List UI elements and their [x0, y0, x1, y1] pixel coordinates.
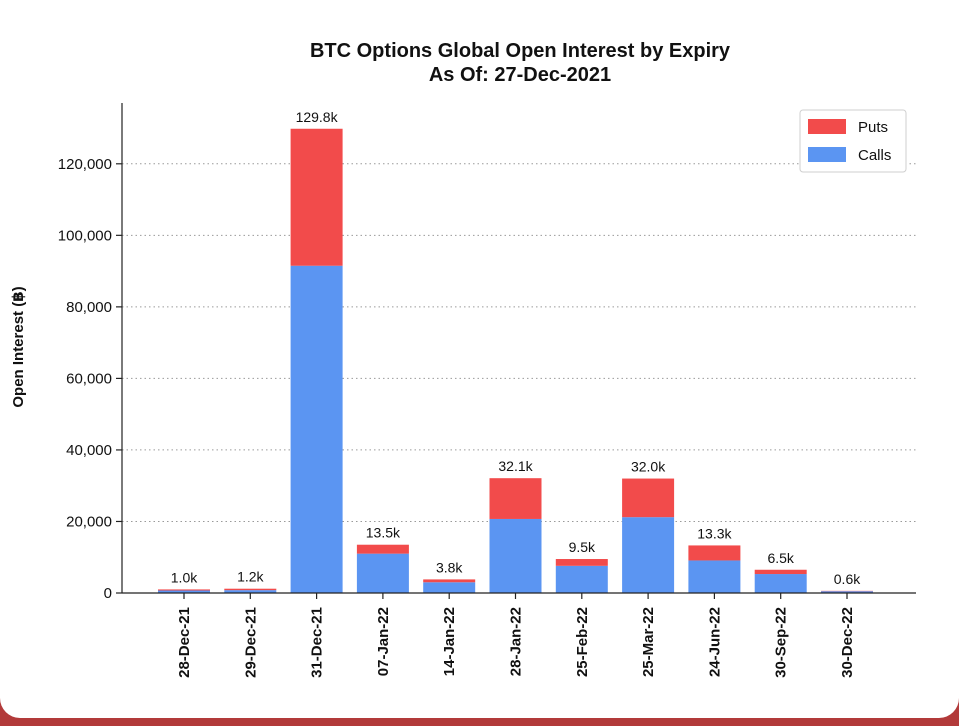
x-tick-label: 07-Jan-22 [375, 607, 392, 676]
x-tick-label: 30-Dec-22 [839, 607, 856, 678]
bar-calls [224, 590, 277, 593]
bar-puts [356, 544, 409, 554]
bar-puts [290, 128, 343, 266]
x-tick-label: 30-Sep-22 [773, 607, 790, 678]
bar-puts [489, 478, 542, 519]
x-tick-label: 29-Dec-21 [242, 607, 259, 678]
y-tick-label: 40,000 [66, 442, 112, 459]
legend-label-puts: Puts [858, 119, 888, 136]
axes: 0 20,000 40,000 60,000 80,000 100,000 120,000 2… [58, 103, 916, 678]
y-tick-label: 100,000 [58, 227, 112, 244]
x-tick-label: 28-Jan-22 [508, 607, 525, 676]
bar-calls [423, 582, 476, 593]
bar-total-label: 13.3k [697, 525, 732, 541]
x-tick-label: 31-Dec-21 [309, 607, 326, 678]
gridlines [122, 163, 916, 522]
bar-total-label: 6.5k [767, 550, 794, 566]
bar-calls [290, 265, 343, 593]
y-tick-label: 20,000 [66, 513, 112, 530]
legend-swatch-puts [808, 119, 846, 134]
bar-calls [555, 565, 608, 593]
bar-total-label: 3.8k [436, 559, 463, 575]
legend-label-calls: Calls [858, 147, 891, 164]
bar-calls [688, 560, 741, 593]
y-tick-label: 0 [104, 585, 112, 602]
data-labels: 1.0k 1.2k 129.8k 13.5k 3.8k 32.1k 9.5k 32.0k 13.… [171, 109, 861, 587]
x-tick-label: 24-Jun-22 [706, 607, 723, 677]
x-tick-label: 14-Jan-22 [441, 607, 458, 676]
x-tick-label: 25-Feb-22 [574, 607, 591, 677]
bar-calls [356, 553, 409, 593]
y-tick-label: 60,000 [66, 370, 112, 387]
bar-puts [158, 589, 210, 591]
legend-swatch-calls [808, 147, 846, 162]
bar-total-label: 129.8k [296, 109, 339, 125]
bar-total-label: 1.2k [237, 569, 264, 585]
bar-calls [622, 517, 675, 593]
chart-subtitle: As Of: 27-Dec-2021 [429, 64, 611, 86]
bar-puts [423, 579, 476, 583]
x-tick-label: 25-Mar-22 [640, 607, 657, 677]
bar-puts [555, 559, 608, 566]
bar-puts [622, 478, 675, 518]
bar-calls [821, 591, 873, 593]
bar-total-label: 32.0k [631, 459, 666, 475]
x-tick-label: 28-Dec-21 [176, 607, 193, 678]
bars [158, 128, 873, 593]
bar-calls [489, 518, 542, 593]
bar-total-label: 32.1k [498, 458, 533, 474]
bar-total-label: 13.5k [366, 525, 401, 541]
bar-puts [688, 545, 741, 561]
bar-total-label: 1.0k [171, 569, 198, 585]
bar-total-label: 0.6k [834, 571, 861, 587]
y-tick-label: 120,000 [58, 156, 112, 173]
chart-title: BTC Options Global Open Interest by Expi… [310, 40, 731, 62]
bar-total-label: 9.5k [569, 539, 596, 555]
y-tick-label: 80,000 [66, 299, 112, 316]
bar-puts [754, 569, 807, 575]
y-axis-label: Open Interest (฿) [10, 286, 27, 407]
legend: Puts Calls [799, 109, 907, 173]
bar-calls [158, 590, 210, 593]
bar-calls [754, 574, 807, 593]
bar-puts [224, 588, 277, 591]
